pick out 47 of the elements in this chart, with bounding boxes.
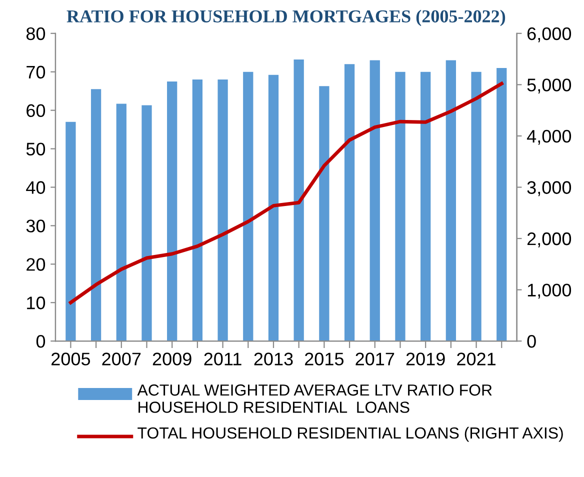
x-tick-label: 2019 xyxy=(406,352,445,366)
bar xyxy=(294,60,304,342)
y2-tick-label: 3,000 xyxy=(527,181,572,196)
x-tick-label: 2009 xyxy=(152,352,192,366)
bar xyxy=(420,72,431,342)
y2-tick-label: 0 xyxy=(527,334,536,348)
chart-title: RATIO FOR HOUSEHOLD MORTGAGES (2005-2022) xyxy=(66,10,506,26)
bar xyxy=(142,105,152,342)
bar xyxy=(344,64,355,342)
y-tick-label: 10 xyxy=(27,296,46,310)
x-tick-label: 2021 xyxy=(457,352,496,366)
legend-label: ACTUAL WEIGHTED AVERAGE LTV RATIO FOR HOUSEHOLD RESIDENTIAL LOANS xyxy=(137,384,492,413)
bar xyxy=(167,81,178,342)
y-tick-label: 60 xyxy=(26,104,46,118)
y2-tick-label: 1,000 xyxy=(528,284,572,299)
y-tick-label: 20 xyxy=(26,258,46,271)
x-tick-label: 2015 xyxy=(305,352,344,366)
x-tick-label: 2007 xyxy=(102,352,141,366)
bar xyxy=(243,72,254,342)
y-tick-label: 70 xyxy=(26,66,46,79)
x-tick-label: 2017 xyxy=(356,352,394,366)
bar xyxy=(370,60,380,342)
bar xyxy=(66,122,76,342)
legend-label: TOTAL HOUSEHOLD RESIDENTIAL LOANS (RIGHT AXIS) xyxy=(138,426,563,442)
x-tick-label: 2013 xyxy=(254,352,293,366)
y-tick-label: 50 xyxy=(26,142,46,156)
y-tick-label: 0 xyxy=(36,334,46,348)
bar xyxy=(395,72,406,342)
y-tick-label: 30 xyxy=(26,220,46,232)
y2-tick-label: 2,000 xyxy=(527,232,572,248)
bar xyxy=(446,60,456,342)
bar xyxy=(192,80,203,342)
bar xyxy=(116,104,126,342)
y2-tick-label: 4,000 xyxy=(526,130,572,145)
bar xyxy=(471,72,482,342)
bar xyxy=(319,86,330,342)
x-tick-label: 2011 xyxy=(204,352,242,366)
bar xyxy=(218,80,228,342)
bar xyxy=(90,89,102,342)
bar xyxy=(496,68,507,342)
y-tick-label: 80 xyxy=(26,27,46,40)
x-tick-label: 2005 xyxy=(52,352,90,366)
y2-tick-label: 5,000 xyxy=(527,78,572,94)
line-series xyxy=(68,82,504,304)
y-tick-label: 40 xyxy=(26,181,46,194)
y2-tick-label: 6,000 xyxy=(527,27,572,42)
bar xyxy=(268,74,279,342)
